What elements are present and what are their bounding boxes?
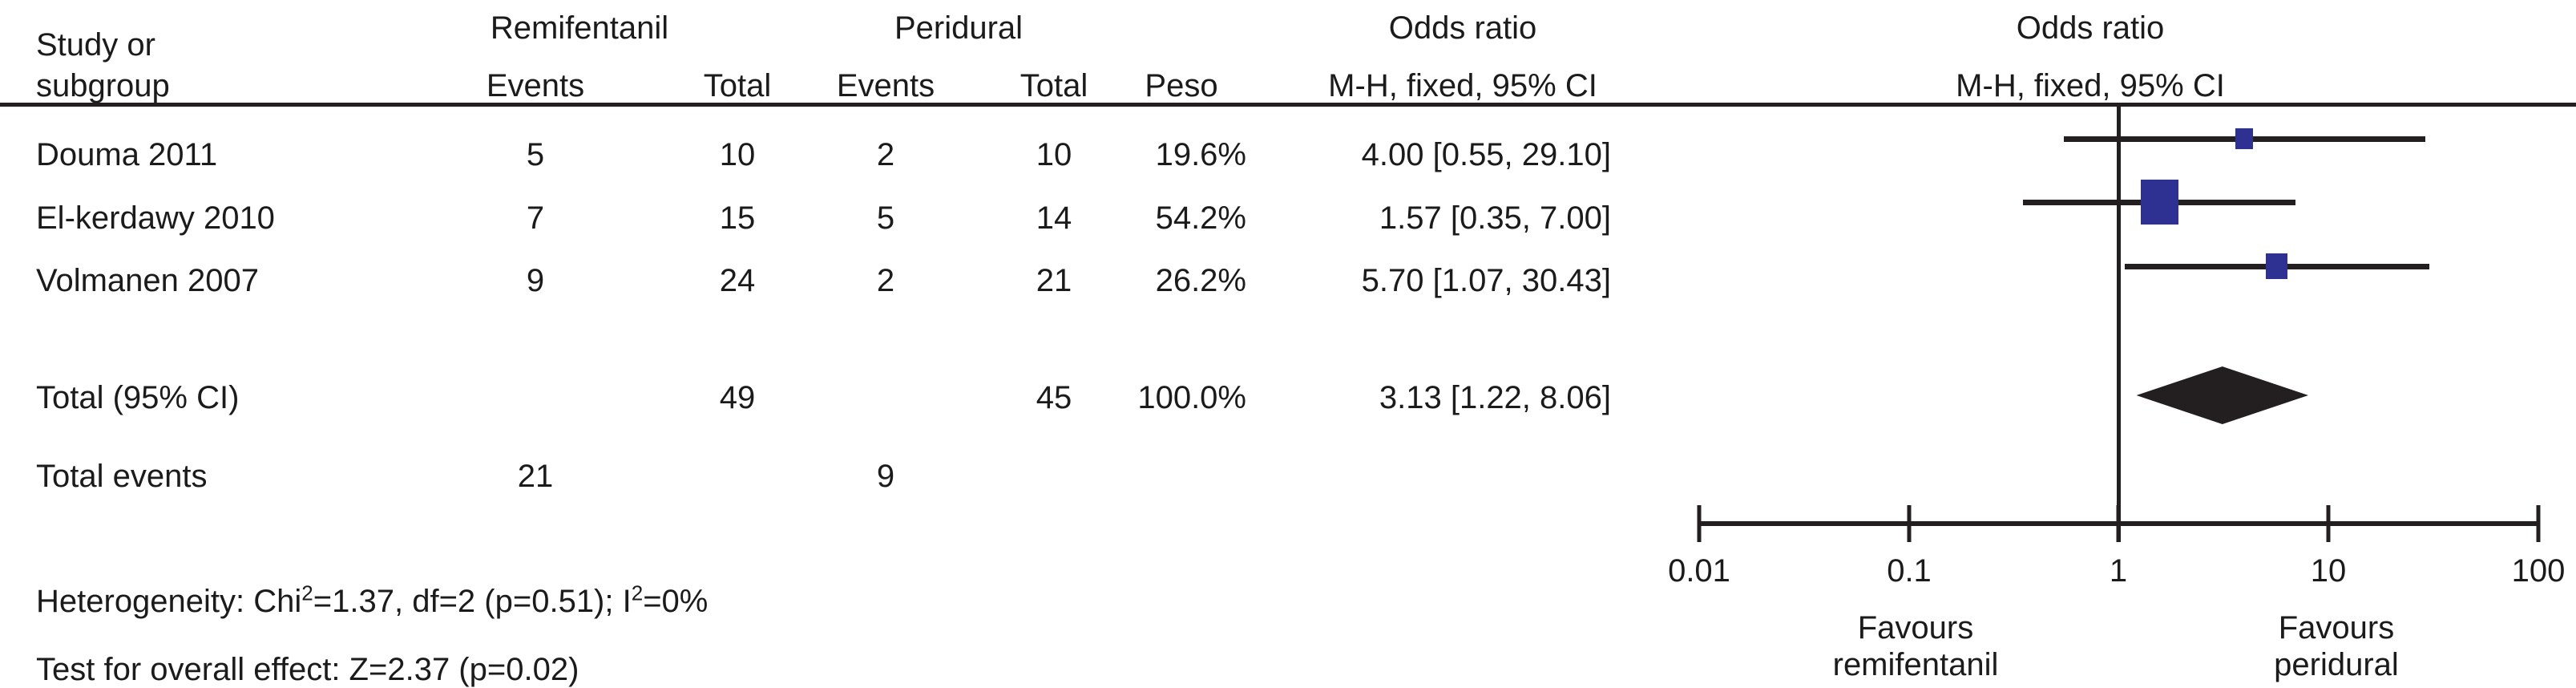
total-weight: 100.0% (1137, 380, 1246, 415)
study-name: El-kerdawy 2010 (36, 200, 275, 236)
axis-tick-label: 100 (2511, 553, 2566, 589)
axis-tick (1697, 505, 1702, 542)
col-header-total-peridural: Total (1019, 68, 1088, 103)
het-text-mid: =1.37, df=2 (p=0.51); I (313, 584, 632, 619)
het-superscript-1: 2 (301, 581, 313, 605)
or-ci-text: 4.00 [0.55, 29.10] (1361, 137, 1611, 172)
study-name: Douma 2011 (36, 137, 218, 172)
col-header-events-remifentanil: Events (486, 68, 585, 103)
study-column-header-line1: Study or (36, 27, 155, 63)
axis-tick (2326, 505, 2331, 542)
axis-tick-label: 0.01 (1668, 553, 1730, 589)
events-peri: 2 (876, 263, 895, 298)
or-column-header-line1: Odds ratio (1388, 10, 1537, 46)
weight: 26.2% (1155, 263, 1246, 298)
total-peri: 14 (1036, 200, 1072, 236)
total-or-ci-text: 3.13 [1.22, 8.06] (1379, 380, 1611, 415)
study-name: Volmanen 2007 (36, 263, 260, 298)
total-remi: 24 (719, 263, 756, 298)
col-header-events-peridural: Events (836, 68, 935, 103)
total-peri: 10 (1036, 137, 1072, 172)
overall-effect-stat: Test for overall effect: Z=2.37 (p=0.02) (36, 652, 579, 687)
header-rule (0, 103, 2576, 107)
favours-right-label-line1: Favours (2278, 610, 2395, 646)
axis-tick (2536, 505, 2541, 542)
axis-tick-label: 0.1 (1887, 553, 1932, 589)
favours-left-label-line1: Favours (1857, 610, 1974, 646)
total-remi: 10 (719, 137, 756, 172)
total-events-peri: 9 (876, 459, 895, 494)
or-column-header-line2: M-H, fixed, 95% CI (1328, 68, 1597, 103)
total-events-remi: 21 (517, 459, 554, 494)
group-header-remifentanil: Remifentanil (490, 10, 669, 46)
axis-tick-label: 1 (2109, 553, 2128, 589)
events-remi: 5 (526, 137, 545, 172)
axis-tick (1907, 505, 1912, 542)
events-peri: 2 (876, 137, 895, 172)
null-effect-line (2117, 107, 2121, 542)
favours-left-label-line2: remifentanil (1832, 647, 1999, 682)
events-remi: 7 (526, 200, 545, 236)
total-events-label: Total events (36, 459, 208, 494)
total-remi-sum: 49 (719, 380, 756, 415)
events-peri: 5 (876, 200, 895, 236)
point-estimate-square (2235, 128, 2254, 149)
total-peri: 21 (1036, 263, 1072, 298)
pooled-estimate-diamond (2136, 366, 2308, 424)
col-header-total-remifentanil: Total (703, 68, 772, 103)
axis-tick (2116, 505, 2121, 542)
plot-column-header-line2: M-H, fixed, 95% CI (1956, 68, 2225, 103)
weight: 19.6% (1155, 137, 1246, 172)
total-peri-sum: 45 (1036, 380, 1072, 415)
total-remi: 15 (719, 200, 756, 236)
favours-right-label-line2: peridural (2274, 647, 2399, 682)
total-row-label: Total (95% CI) (36, 380, 240, 415)
het-text-prefix: Heterogeneity: Chi (36, 584, 302, 619)
plot-column-header-line1: Odds ratio (2016, 10, 2165, 46)
het-text-suffix: =0% (643, 584, 709, 619)
point-estimate-square (2266, 253, 2288, 279)
heterogeneity-stat: Heterogeneity: Chi2=1.37, df=2 (p=0.51);… (36, 583, 708, 620)
or-ci-text: 5.70 [1.07, 30.43] (1361, 263, 1611, 298)
axis-tick-label: 10 (2310, 553, 2347, 589)
het-superscript-2: 2 (631, 581, 644, 605)
or-ci-text: 1.57 [0.35, 7.00] (1379, 200, 1611, 236)
group-header-peridural: Peridural (894, 10, 1024, 46)
study-column-header-line2: subgroup (36, 68, 170, 103)
col-header-weight: Peso (1145, 68, 1218, 103)
weight: 54.2% (1155, 200, 1246, 236)
events-remi: 9 (526, 263, 545, 298)
point-estimate-square (2140, 180, 2178, 225)
